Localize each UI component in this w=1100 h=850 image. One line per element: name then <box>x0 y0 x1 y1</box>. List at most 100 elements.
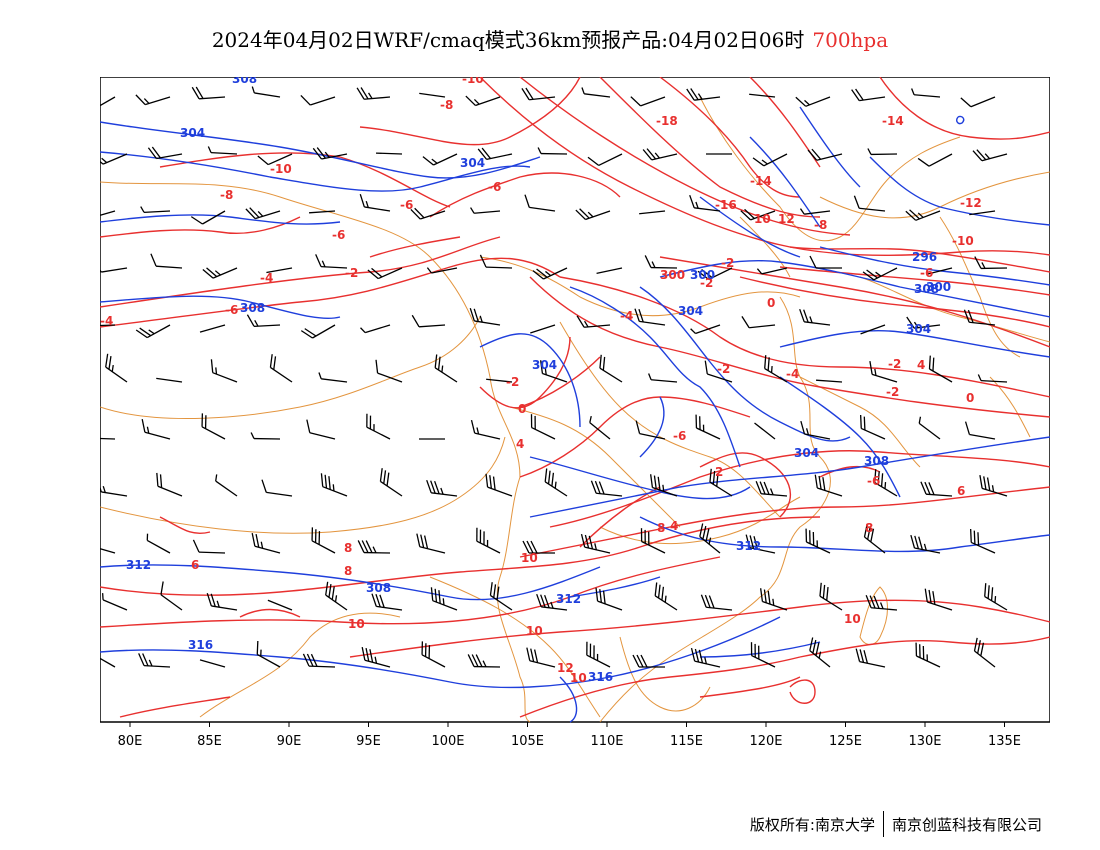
temperature-label: 10 <box>521 551 538 565</box>
height-label: 312 <box>126 558 151 572</box>
wind-barb <box>851 88 886 102</box>
wind-barb <box>489 582 513 611</box>
wind-barb <box>640 528 666 554</box>
wind-barb <box>704 360 733 383</box>
wind-barb <box>521 87 556 101</box>
wind-barb <box>100 437 116 440</box>
temperature-label: -2 <box>721 256 734 270</box>
temperature-label: -2 <box>888 357 901 371</box>
temperature-label: -2 <box>717 362 730 376</box>
temperature-label: -6 <box>673 429 686 443</box>
wind-barb <box>969 528 996 554</box>
wind-barb <box>207 146 238 155</box>
wind-barb <box>146 533 171 554</box>
lon-tick-label: 100E <box>431 734 464 747</box>
wind-barb <box>686 88 721 101</box>
wind-barb <box>467 654 501 668</box>
wind-barb <box>814 474 843 497</box>
height-label: 312 <box>556 592 581 606</box>
height-label: 312 <box>736 539 761 553</box>
wind-barb <box>749 93 776 98</box>
wind-barb <box>257 153 293 166</box>
wind-barb <box>105 353 128 383</box>
temperature-label: 8 <box>865 521 873 535</box>
temperature-label: -4 <box>786 367 799 381</box>
wind-barb <box>426 479 458 497</box>
wind-barb <box>863 523 886 554</box>
wind-barb <box>635 420 666 440</box>
wind-barb <box>325 581 348 611</box>
temperature-label: 12 <box>778 212 795 226</box>
wind-barb <box>411 314 446 328</box>
wind-barb <box>755 481 788 497</box>
temperature-contours <box>100 77 1050 718</box>
wind-barb <box>855 648 886 668</box>
wind-barb <box>361 646 391 668</box>
temperature-label: -8 <box>220 188 233 202</box>
lon-tick-label: 130E <box>908 734 941 747</box>
wind-barb <box>650 474 678 497</box>
wind-barb <box>709 468 733 497</box>
wind-barb <box>906 316 941 329</box>
temperature-label: 10 <box>348 617 365 631</box>
wind-barb <box>752 153 788 167</box>
wind-barb <box>634 308 666 326</box>
wind-barb <box>537 147 568 155</box>
temperature-label: -14 <box>882 114 904 128</box>
wind-barb <box>202 267 238 279</box>
temperature-label: 10 <box>570 671 587 685</box>
wind-barb <box>853 195 886 212</box>
wind-barb <box>590 480 623 497</box>
wind-barb <box>156 472 183 497</box>
wind-barb <box>311 527 336 554</box>
height-label: 304 <box>532 358 557 372</box>
height-label: 308 <box>232 77 257 86</box>
wind-barb <box>576 315 611 328</box>
wind-barb <box>869 361 898 383</box>
temperature-label: 6 <box>957 484 965 498</box>
wind-barb <box>754 422 776 440</box>
lon-tick-label: 115E <box>670 734 703 747</box>
wind-barb <box>544 468 568 497</box>
wind-barb <box>315 254 348 269</box>
wind-barb <box>928 355 953 383</box>
wind-barb <box>816 379 843 383</box>
temperature-label: 4 <box>516 437 524 451</box>
wind-barb <box>375 359 403 383</box>
wind-barb <box>920 481 953 497</box>
wind-barb <box>862 267 898 281</box>
wind-barb <box>865 595 898 611</box>
temperature-label: -6 <box>332 228 345 242</box>
wind-barb <box>648 373 678 383</box>
wind-barb <box>690 647 721 668</box>
map-border <box>100 77 1050 723</box>
wind-barb <box>963 309 996 326</box>
wind-barb <box>819 582 843 611</box>
temperature-label: 10 <box>526 624 543 638</box>
wind-barb <box>654 582 678 611</box>
wind-barb <box>699 523 721 554</box>
wind-barb <box>100 210 116 219</box>
wind-barb <box>695 414 721 440</box>
wind-barb <box>210 359 238 383</box>
wind-barb <box>251 86 281 98</box>
temperature-label: 0 <box>966 391 974 405</box>
temperature-label: -8 <box>440 98 453 112</box>
wind-barb <box>261 479 293 497</box>
wind-barb <box>215 474 238 497</box>
temperature-label: -12 <box>960 196 982 210</box>
wind-barb <box>426 267 458 274</box>
temperature-label: -16 <box>715 198 737 212</box>
temperature-label: 8 <box>344 541 352 555</box>
wind-barb <box>642 148 678 161</box>
temperature-label: 4 <box>670 519 678 533</box>
wind-barb <box>135 324 171 339</box>
height-label: 300 <box>926 280 951 294</box>
wind-barb <box>800 420 831 440</box>
temperature-label: -6 <box>400 198 413 212</box>
wind-barb <box>410 207 446 220</box>
height-label: 316 <box>588 670 613 684</box>
wind-barb <box>750 642 776 668</box>
wind-barb <box>974 256 1008 270</box>
